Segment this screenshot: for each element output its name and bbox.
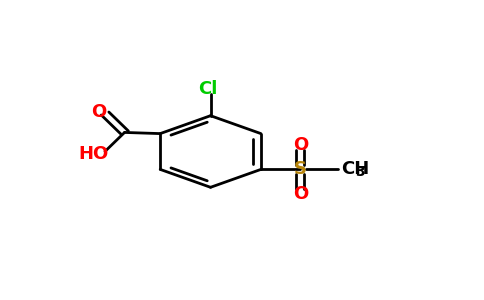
- Text: O: O: [293, 185, 308, 203]
- Text: O: O: [293, 136, 308, 154]
- Text: Cl: Cl: [198, 80, 217, 98]
- Text: HO: HO: [79, 145, 109, 163]
- Text: S: S: [294, 160, 307, 178]
- Text: 3: 3: [355, 165, 365, 179]
- Text: CH: CH: [342, 160, 370, 178]
- Text: O: O: [91, 103, 106, 121]
